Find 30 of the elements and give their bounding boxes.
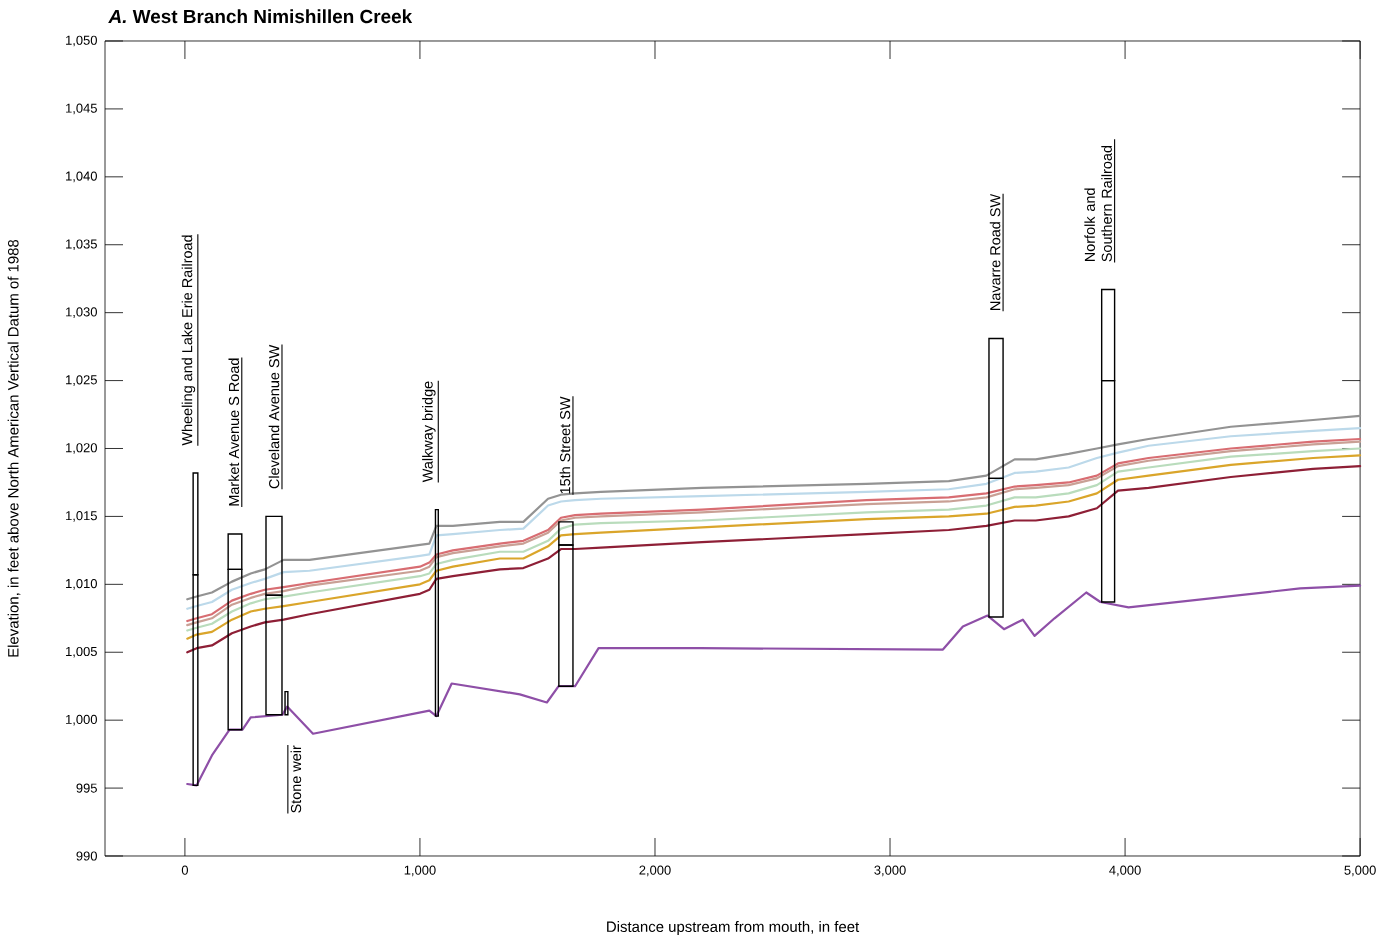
x-tick-label: 3,000 (874, 865, 906, 877)
y-tick-label: 1,050 (66, 35, 97, 47)
annotation: Market Avenue S Road (228, 358, 240, 506)
y-tick-label: 1,020 (66, 443, 97, 454)
y-tick-label: 1,035 (66, 239, 97, 251)
y-tick-label: 1,040 (66, 171, 97, 183)
x-tick-label: 4,000 (1109, 865, 1141, 877)
annotation: Navarre Road SW (989, 193, 1001, 310)
annotation: 15th Street SW (559, 396, 571, 494)
x-axis-title: Distance upstream from mouth, in feet (607, 921, 860, 935)
y-tick-label: 990 (76, 851, 97, 861)
y-tick-label: 1,005 (66, 646, 97, 658)
x-tick-label: 1,000 (404, 865, 436, 877)
annotation: Norfolk and Southern Railroad (1084, 145, 1112, 262)
annotation: Wheeling and Lake Erie Railroad (181, 235, 196, 446)
y-tick-label: 1,010 (66, 578, 97, 590)
y-tick-label: 1,045 (66, 103, 97, 115)
x-tick-label: 2,000 (639, 865, 671, 877)
y-tick-label: 1,030 (66, 307, 97, 319)
annotation: Stone weir (290, 745, 302, 813)
annotation: Cleveland Avenue SW (268, 344, 280, 489)
x-tick-label: 5,000 (1344, 865, 1376, 877)
y-tick-label: 995 (76, 783, 97, 793)
y-tick-label: 1,015 (66, 511, 97, 522)
annotation: Walkway bridge (422, 381, 436, 483)
y-tick-label: 1,000 (66, 714, 97, 726)
y-tick-label: 1,025 (66, 375, 97, 386)
chart-title: A. West Branch Nimishillen Creek (108, 9, 413, 24)
x-tick-label: 0 (181, 865, 189, 875)
y-axis-title: Elevation, in feet above North American Vertical Datum of 1988 (7, 239, 21, 657)
